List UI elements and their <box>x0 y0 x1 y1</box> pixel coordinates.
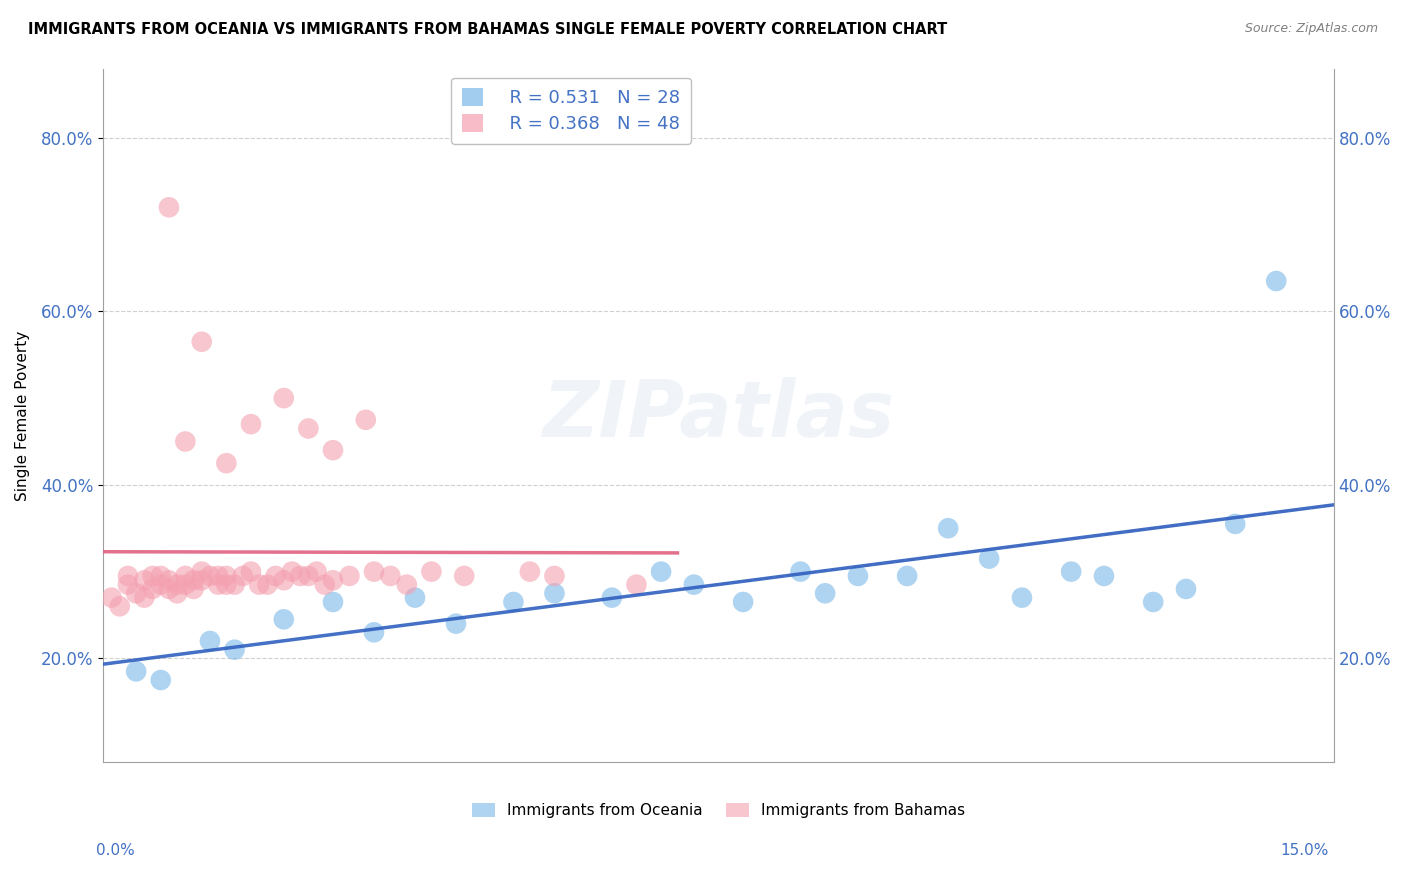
Point <box>380 569 402 583</box>
Point <box>626 577 648 591</box>
Point <box>1175 582 1198 596</box>
Point <box>239 417 262 432</box>
Point <box>183 574 205 588</box>
Point <box>190 565 212 579</box>
Point <box>322 595 344 609</box>
Point <box>207 577 229 591</box>
Point <box>125 665 148 679</box>
Point <box>502 595 524 609</box>
Point <box>141 582 163 596</box>
Legend: Immigrants from Oceania, Immigrants from Bahamas: Immigrants from Oceania, Immigrants from… <box>465 797 972 824</box>
Point <box>264 569 287 583</box>
Point <box>314 577 336 591</box>
Y-axis label: Single Female Poverty: Single Female Poverty <box>15 330 30 500</box>
Point <box>305 565 328 579</box>
Point <box>281 565 304 579</box>
Point <box>134 591 156 605</box>
Point <box>134 574 156 588</box>
Point <box>207 569 229 583</box>
Point <box>444 616 467 631</box>
Point <box>297 569 319 583</box>
Point <box>157 200 180 214</box>
Point <box>297 421 319 435</box>
Point <box>896 569 918 583</box>
Point <box>141 569 163 583</box>
Point <box>174 434 197 449</box>
Point <box>198 634 221 648</box>
Point <box>256 577 278 591</box>
Point <box>215 569 238 583</box>
Point <box>174 569 197 583</box>
Point <box>395 577 418 591</box>
Point <box>1265 274 1288 288</box>
Point <box>453 569 475 583</box>
Point <box>1060 565 1083 579</box>
Point <box>789 565 811 579</box>
Point <box>363 565 385 579</box>
Point <box>108 599 131 614</box>
Point <box>215 456 238 470</box>
Point <box>543 569 565 583</box>
Text: Source: ZipAtlas.com: Source: ZipAtlas.com <box>1244 22 1378 36</box>
Point <box>190 574 212 588</box>
Point <box>846 569 869 583</box>
Point <box>239 565 262 579</box>
Point <box>404 591 426 605</box>
Point <box>683 577 706 591</box>
Point <box>224 577 246 591</box>
Point <box>232 569 254 583</box>
Point <box>322 443 344 458</box>
Text: 15.0%: 15.0% <box>1281 843 1329 858</box>
Point <box>149 577 172 591</box>
Point <box>190 334 212 349</box>
Text: 0.0%: 0.0% <box>96 843 135 858</box>
Point <box>183 582 205 596</box>
Point <box>733 595 755 609</box>
Point <box>519 565 541 579</box>
Point <box>363 625 385 640</box>
Point <box>354 413 377 427</box>
Point <box>420 565 443 579</box>
Point <box>322 574 344 588</box>
Point <box>157 582 180 596</box>
Point <box>339 569 361 583</box>
Point <box>979 551 1001 566</box>
Point <box>650 565 672 579</box>
Point <box>1225 516 1247 531</box>
Point <box>125 586 148 600</box>
Point <box>117 569 139 583</box>
Point <box>290 569 312 583</box>
Point <box>157 574 180 588</box>
Point <box>100 591 122 605</box>
Point <box>1092 569 1115 583</box>
Point <box>149 673 172 687</box>
Point <box>224 642 246 657</box>
Point <box>117 577 139 591</box>
Point <box>1011 591 1033 605</box>
Point <box>166 586 188 600</box>
Point <box>1142 595 1164 609</box>
Point <box>149 569 172 583</box>
Text: ZIPatlas: ZIPatlas <box>543 377 894 453</box>
Point <box>174 577 197 591</box>
Point <box>543 586 565 600</box>
Point <box>198 569 221 583</box>
Point <box>215 577 238 591</box>
Point <box>273 391 295 405</box>
Text: IMMIGRANTS FROM OCEANIA VS IMMIGRANTS FROM BAHAMAS SINGLE FEMALE POVERTY CORRELA: IMMIGRANTS FROM OCEANIA VS IMMIGRANTS FR… <box>28 22 948 37</box>
Point <box>814 586 837 600</box>
Point <box>600 591 623 605</box>
Point <box>273 574 295 588</box>
Point <box>247 577 270 591</box>
Point <box>273 612 295 626</box>
Point <box>936 521 959 535</box>
Point <box>166 577 188 591</box>
